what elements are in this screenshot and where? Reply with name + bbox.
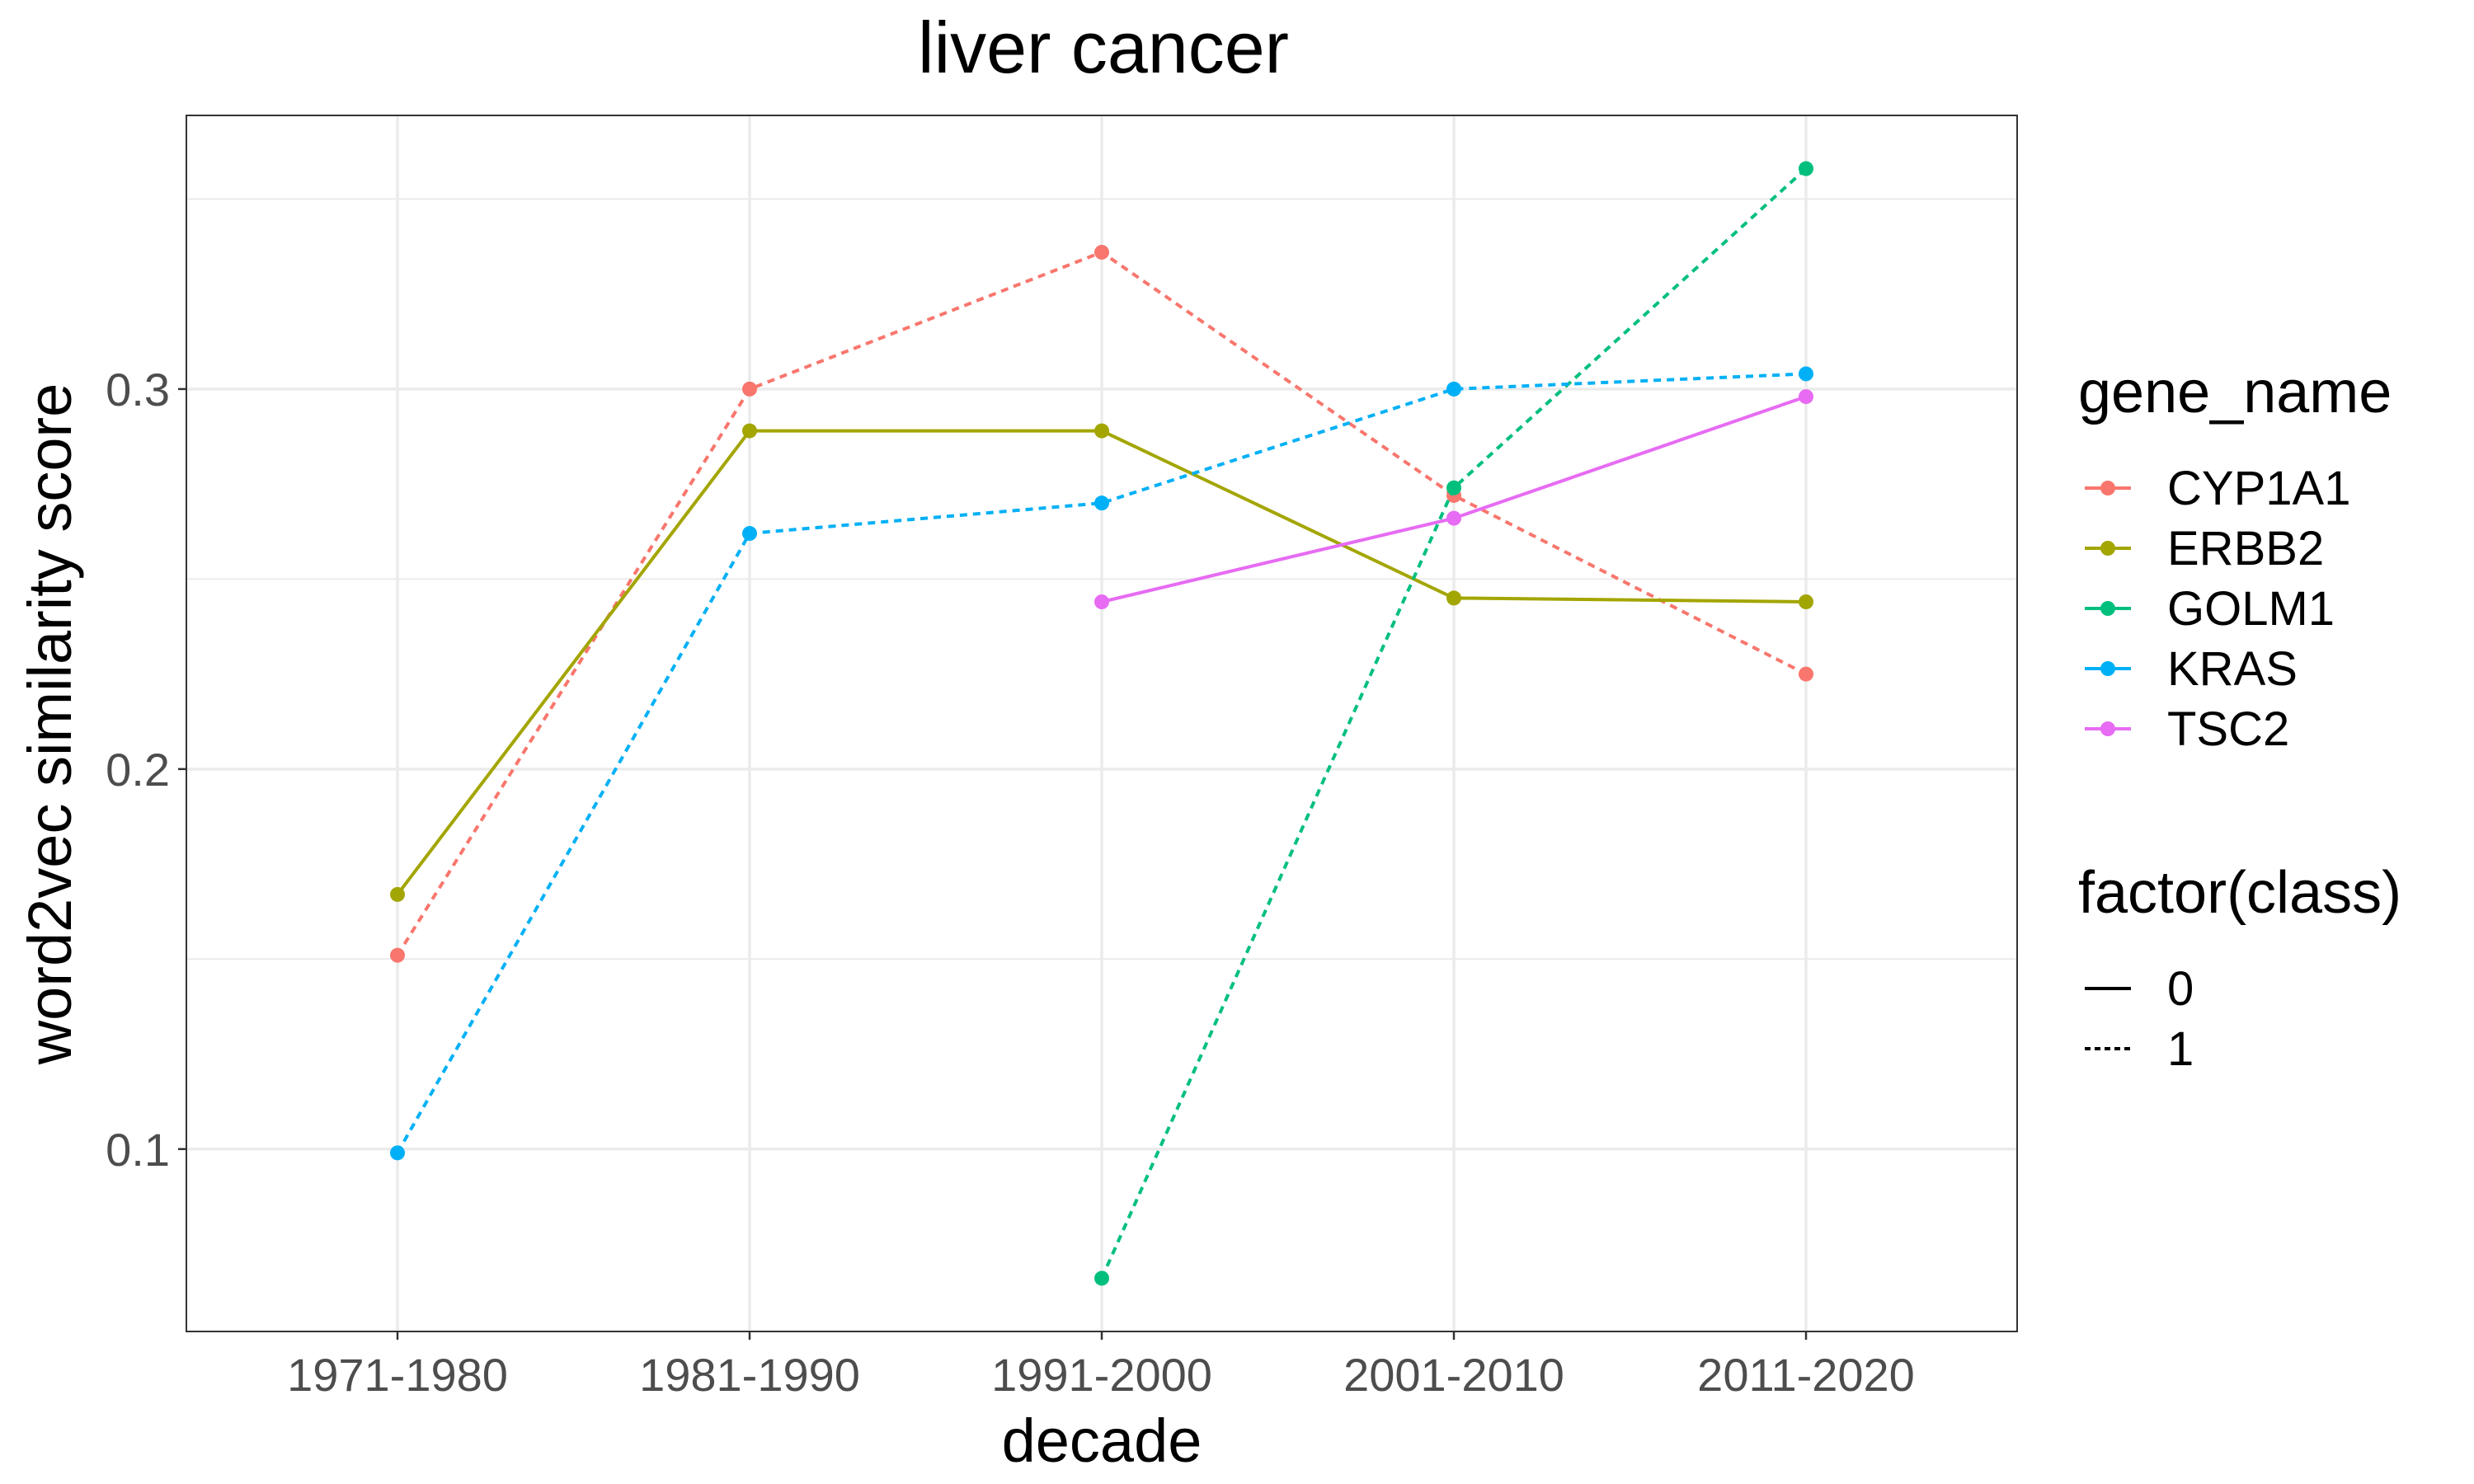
data-point-golm1 <box>1094 1270 1109 1286</box>
data-point-kras <box>1799 366 1813 382</box>
data-point-erbb2 <box>1094 423 1109 439</box>
x-tick-label: 1971-1980 <box>287 1349 508 1401</box>
series-layer <box>390 161 1813 1286</box>
legend-label: GOLM1 <box>2167 582 2335 636</box>
data-point-golm1 <box>1446 480 1461 495</box>
data-point-erbb2 <box>1799 594 1813 609</box>
data-point-erbb2 <box>390 886 405 902</box>
legend-title: factor(class) <box>2078 860 2401 926</box>
legend-label: ERBB2 <box>2167 522 2324 575</box>
legend-label: CYP1A1 <box>2167 462 2350 515</box>
data-point-tsc2 <box>1094 594 1109 609</box>
data-point-kras <box>1446 381 1461 397</box>
x-tick-label: 2001-2010 <box>1343 1349 1564 1401</box>
legend-key-point <box>2100 601 2115 616</box>
axes: 0.1 0.2 0.3 1971-1980 1981-1990 1991-2000 2001… <box>106 364 1915 1401</box>
data-point-cyp1a1 <box>390 947 405 963</box>
data-point-kras <box>390 1145 405 1161</box>
legend-label: 0 <box>2167 962 2194 1016</box>
data-point-tsc2 <box>1799 389 1813 405</box>
legend-key-point <box>2100 661 2115 676</box>
x-axis-title: decade <box>1002 1407 1202 1475</box>
series-line-kras <box>396 372 1807 1154</box>
y-tick-label: 0.2 <box>106 744 170 796</box>
data-point-erbb2 <box>1446 590 1461 606</box>
data-point-kras <box>1094 495 1109 511</box>
y-tick-label: 0.3 <box>106 364 170 416</box>
legend-key-point <box>2100 481 2115 495</box>
x-tick-label: 1981-1990 <box>639 1349 860 1401</box>
data-point-tsc2 <box>1446 510 1461 526</box>
legend-label: 1 <box>2167 1022 2194 1076</box>
data-point-cyp1a1 <box>742 381 757 397</box>
grid <box>186 115 2017 1331</box>
data-point-kras <box>742 526 757 542</box>
y-tick-label: 0.1 <box>106 1124 170 1176</box>
data-point-golm1 <box>1799 161 1813 176</box>
data-point-cyp1a1 <box>1094 244 1109 260</box>
legend: gene_name CYP1A1 ERBB2 GOLM1 KRAS TSC2 factor(… <box>2078 359 2401 1076</box>
chart-title: liver cancer <box>918 7 1289 88</box>
x-tick-label: 2011-2020 <box>1697 1349 1915 1401</box>
legend-key-point <box>2100 721 2115 736</box>
legend-key-point <box>2100 541 2115 556</box>
data-point-erbb2 <box>742 423 757 439</box>
data-point-cyp1a1 <box>1799 666 1813 682</box>
legend-title: gene_name <box>2078 359 2392 425</box>
legend-label: TSC2 <box>2167 702 2289 756</box>
legend-label: KRAS <box>2167 642 2298 696</box>
y-axis-title: word2vec similarity score <box>16 383 84 1066</box>
x-tick-label: 1991-2000 <box>991 1349 1212 1401</box>
